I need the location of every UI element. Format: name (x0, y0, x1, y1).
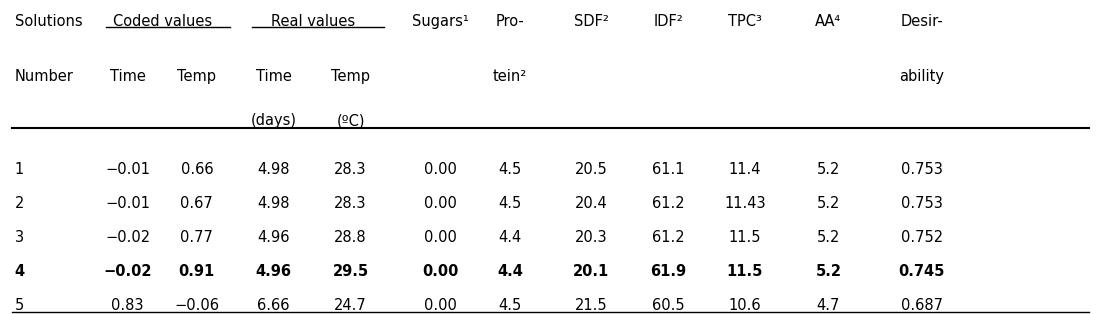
Text: AA⁴: AA⁴ (815, 14, 841, 29)
Text: 0.67: 0.67 (181, 196, 214, 211)
Text: SDF²: SDF² (574, 14, 609, 29)
Text: 24.7: 24.7 (335, 298, 367, 313)
Text: Real values: Real values (271, 14, 356, 29)
Text: 0.745: 0.745 (898, 264, 945, 279)
Text: IDF²: IDF² (653, 14, 683, 29)
Text: 61.9: 61.9 (650, 264, 686, 279)
Text: 11.43: 11.43 (724, 196, 765, 211)
Text: −0.06: −0.06 (174, 298, 219, 313)
Text: 5.2: 5.2 (817, 196, 840, 211)
Text: 0.00: 0.00 (424, 298, 457, 313)
Text: 0.91: 0.91 (178, 264, 215, 279)
Text: Time: Time (255, 69, 292, 84)
Text: 0.66: 0.66 (181, 162, 214, 177)
Text: TPC³: TPC³ (728, 14, 762, 29)
Text: tein²: tein² (493, 69, 527, 84)
Text: (ºC): (ºC) (337, 113, 364, 128)
Text: 0.00: 0.00 (424, 196, 457, 211)
Text: 5.2: 5.2 (817, 162, 840, 177)
Text: 4.7: 4.7 (817, 298, 840, 313)
Text: 29.5: 29.5 (333, 264, 369, 279)
Text: Time: Time (110, 69, 145, 84)
Text: 28.3: 28.3 (335, 196, 367, 211)
Text: 0.00: 0.00 (423, 264, 459, 279)
Text: 1: 1 (14, 162, 24, 177)
Text: 5.2: 5.2 (817, 230, 840, 245)
Text: 4.98: 4.98 (258, 162, 290, 177)
Text: 20.3: 20.3 (575, 230, 608, 245)
Text: ability: ability (900, 69, 945, 84)
Text: 5.2: 5.2 (816, 264, 841, 279)
Text: 21.5: 21.5 (575, 298, 608, 313)
Text: 11.4: 11.4 (729, 162, 761, 177)
Text: 6.66: 6.66 (258, 298, 290, 313)
Text: 28.8: 28.8 (335, 230, 367, 245)
Text: Coded values: Coded values (113, 14, 212, 29)
Text: Number: Number (14, 69, 74, 84)
Text: 20.1: 20.1 (573, 264, 609, 279)
Text: (days): (days) (251, 113, 297, 128)
Text: 4.96: 4.96 (258, 230, 290, 245)
Text: 0.753: 0.753 (901, 162, 942, 177)
Text: 61.2: 61.2 (652, 196, 685, 211)
Text: Sugars¹: Sugars¹ (412, 14, 469, 29)
Text: 5: 5 (14, 298, 24, 313)
Text: 4.4: 4.4 (499, 230, 522, 245)
Text: 28.3: 28.3 (335, 162, 367, 177)
Text: 0.753: 0.753 (901, 196, 942, 211)
Text: 4.5: 4.5 (499, 196, 522, 211)
Text: 10.6: 10.6 (729, 298, 761, 313)
Text: 0.77: 0.77 (181, 230, 214, 245)
Text: 4.98: 4.98 (258, 196, 290, 211)
Text: 4.5: 4.5 (499, 298, 522, 313)
Text: −0.01: −0.01 (106, 196, 150, 211)
Text: −0.02: −0.02 (105, 230, 150, 245)
Text: Temp: Temp (331, 69, 370, 84)
Text: Solutions: Solutions (14, 14, 83, 29)
Text: 3: 3 (14, 230, 24, 245)
Text: −0.01: −0.01 (106, 162, 150, 177)
Text: 4.5: 4.5 (499, 162, 522, 177)
Text: 61.2: 61.2 (652, 230, 685, 245)
Text: 11.5: 11.5 (729, 230, 761, 245)
Text: 4.4: 4.4 (497, 264, 523, 279)
Text: 20.5: 20.5 (575, 162, 608, 177)
Text: 20.4: 20.4 (575, 196, 608, 211)
Text: Temp: Temp (177, 69, 217, 84)
Text: Desir-: Desir- (901, 14, 944, 29)
Text: 0.83: 0.83 (111, 298, 144, 313)
Text: −0.02: −0.02 (103, 264, 152, 279)
Text: 4: 4 (14, 264, 24, 279)
Text: 0.00: 0.00 (424, 162, 457, 177)
Text: Pro-: Pro- (495, 14, 524, 29)
Text: 0.752: 0.752 (901, 230, 942, 245)
Text: 61.1: 61.1 (652, 162, 684, 177)
Text: 2: 2 (14, 196, 24, 211)
Text: 0.687: 0.687 (901, 298, 942, 313)
Text: 60.5: 60.5 (652, 298, 685, 313)
Text: 0.00: 0.00 (424, 230, 457, 245)
Text: 11.5: 11.5 (727, 264, 763, 279)
Text: 4.96: 4.96 (255, 264, 292, 279)
